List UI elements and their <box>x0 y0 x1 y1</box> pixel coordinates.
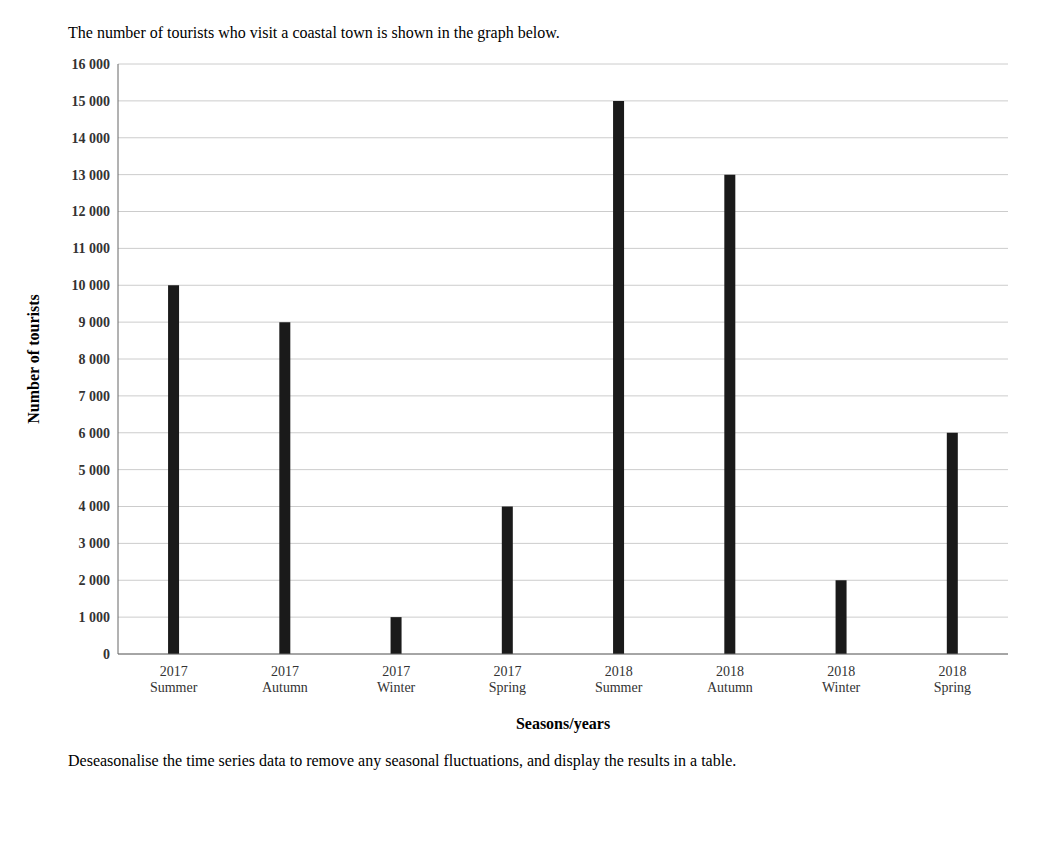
svg-text:2017Autumn: 2017Autumn <box>262 664 308 695</box>
html-text:Deseasonalise the time series: Deseasonalise the time series data to re… <box>68 752 737 769</box>
html-text:The number of tourists who vis: The number of tourists who visit a coast… <box>68 24 560 41</box>
svg-text:0: 0 <box>103 647 110 662</box>
svg-text:2 000: 2 000 <box>79 573 111 588</box>
svg-text:15 000: 15 000 <box>72 94 111 109</box>
svg-text:5 000: 5 000 <box>79 463 111 478</box>
svg-text:16 000: 16 000 <box>72 57 111 72</box>
svg-text:4 000: 4 000 <box>79 499 111 514</box>
svg-text:2018Autumn: 2018Autumn <box>707 664 753 695</box>
svg-text:2018Winter: 2018Winter <box>822 664 861 695</box>
svg-text:2017Spring: 2017Spring <box>489 664 526 695</box>
svg-text:14 000: 14 000 <box>72 131 111 146</box>
svg-text:1 000: 1 000 <box>79 610 111 625</box>
svg-text:9 000: 9 000 <box>79 315 111 330</box>
svg-text:2018Spring: 2018Spring <box>934 664 971 695</box>
svg-text:11 000: 11 000 <box>72 241 110 256</box>
svg-text:8 000: 8 000 <box>79 352 111 367</box>
svg-text:2017Winter: 2017Winter <box>377 664 416 695</box>
svg-text:Number of tourists: Number of tourists <box>25 294 42 423</box>
svg-text:7 000: 7 000 <box>79 389 111 404</box>
svg-text:6 000: 6 000 <box>79 426 111 441</box>
svg-text:12 000: 12 000 <box>72 204 111 219</box>
svg-text:2017Summer: 2017Summer <box>150 664 198 695</box>
svg-text:3 000: 3 000 <box>79 536 111 551</box>
svg-text:Seasons/years: Seasons/years <box>516 715 610 733</box>
svg-text:2018Summer: 2018Summer <box>595 664 643 695</box>
svg-text:10 000: 10 000 <box>72 278 111 293</box>
svg-text:13 000: 13 000 <box>72 168 111 183</box>
